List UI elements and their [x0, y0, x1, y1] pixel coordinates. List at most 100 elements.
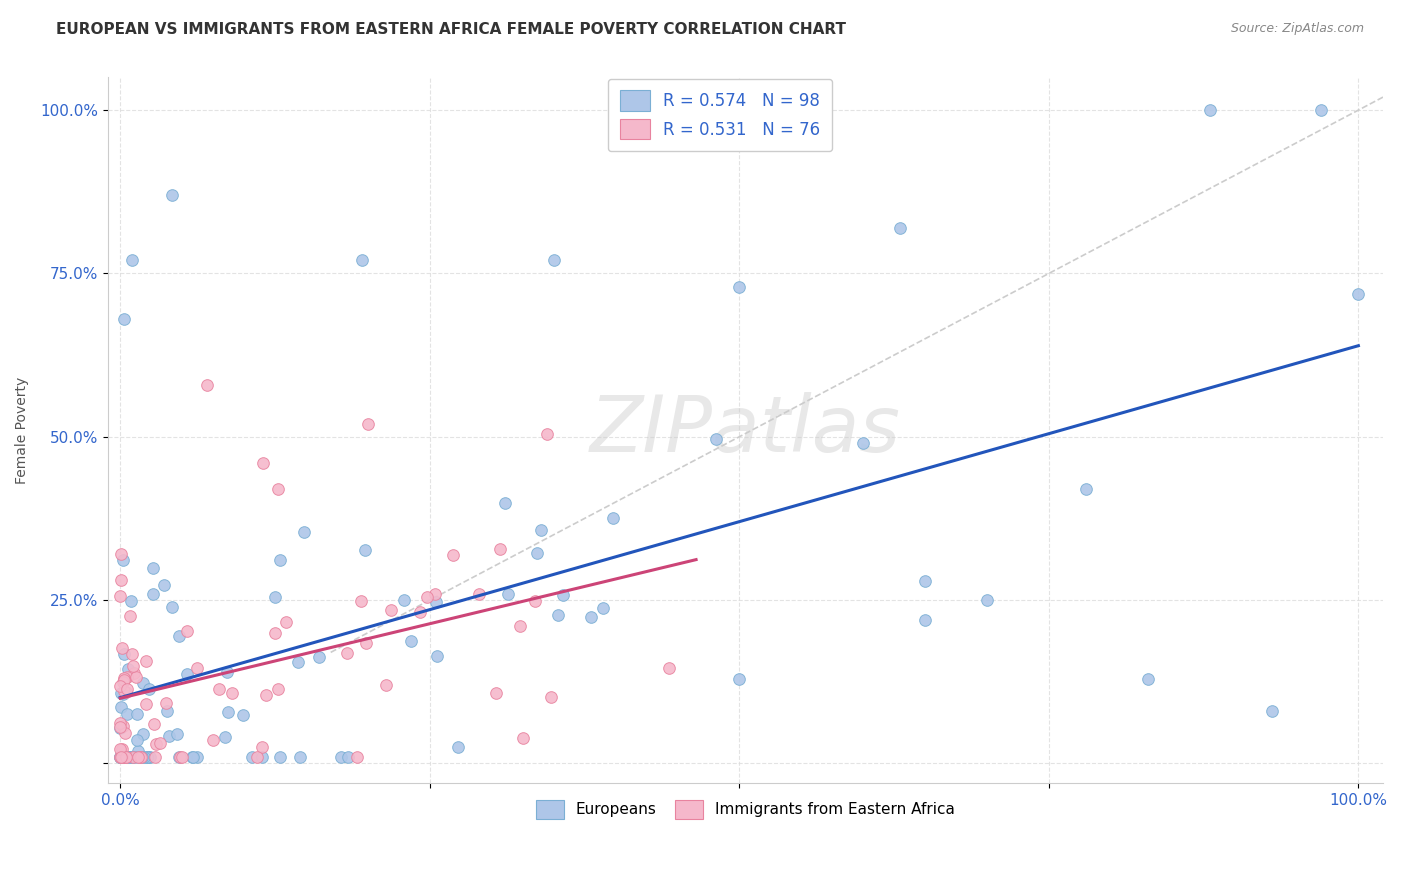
Point — [536, 426, 558, 441]
Point — [120, 750, 142, 764]
Point — [704, 432, 727, 446]
Point — [145, 737, 167, 751]
Point — [142, 561, 165, 575]
Point — [512, 731, 534, 745]
Point — [156, 704, 179, 718]
Point — [115, 682, 138, 697]
Legend: Europeans, Immigrants from Eastern Africa: Europeans, Immigrants from Eastern Afric… — [530, 794, 960, 825]
Point — [155, 696, 177, 710]
Point — [167, 628, 190, 642]
Point — [337, 750, 360, 764]
Point — [110, 750, 132, 764]
Point — [232, 708, 254, 723]
Point — [274, 615, 297, 629]
Point — [425, 595, 447, 609]
Point — [111, 750, 134, 764]
Point — [1310, 103, 1333, 117]
Point — [110, 750, 132, 764]
Point — [153, 578, 176, 592]
Point — [142, 587, 165, 601]
Point — [110, 547, 132, 561]
Point — [441, 548, 464, 562]
Point — [267, 681, 290, 696]
Point — [112, 312, 135, 326]
Point — [110, 721, 132, 735]
Point — [121, 253, 143, 268]
Point — [117, 750, 139, 764]
Point — [1347, 287, 1369, 301]
Point — [138, 750, 160, 764]
Point — [186, 661, 208, 675]
Point — [110, 750, 132, 764]
Point — [1260, 704, 1282, 718]
Point — [579, 610, 602, 624]
Y-axis label: Female Poverty: Female Poverty — [15, 376, 30, 483]
Point — [117, 670, 139, 684]
Point — [353, 543, 375, 558]
Point — [110, 589, 132, 603]
Point — [240, 750, 263, 764]
Point — [181, 750, 204, 764]
Point — [160, 600, 183, 615]
Point — [346, 750, 368, 764]
Point — [111, 750, 134, 764]
Point — [110, 750, 132, 764]
Point — [125, 749, 148, 764]
Point — [114, 750, 136, 764]
Point — [547, 608, 569, 623]
Point — [110, 750, 132, 764]
Point — [447, 740, 470, 755]
Point — [592, 600, 614, 615]
Point — [416, 590, 439, 604]
Point — [524, 593, 547, 607]
Point — [602, 511, 624, 525]
Point — [114, 726, 136, 740]
Point — [218, 705, 240, 719]
Point — [136, 750, 159, 764]
Point — [176, 624, 198, 638]
Point — [976, 593, 998, 607]
Point — [132, 676, 155, 690]
Point — [120, 594, 142, 608]
Point — [110, 742, 132, 756]
Point — [264, 626, 287, 640]
Point — [1198, 103, 1220, 117]
Point — [172, 750, 194, 764]
Point — [375, 678, 398, 692]
Text: Source: ZipAtlas.com: Source: ZipAtlas.com — [1230, 22, 1364, 36]
Point — [132, 727, 155, 741]
Point — [129, 750, 152, 764]
Point — [111, 719, 134, 733]
Point — [357, 417, 380, 431]
Point — [111, 750, 134, 764]
Point — [122, 666, 145, 681]
Point — [350, 594, 373, 608]
Point — [112, 553, 135, 567]
Point — [110, 750, 132, 764]
Point — [354, 636, 377, 650]
Point — [214, 731, 236, 745]
Point — [127, 750, 149, 764]
Point — [526, 546, 548, 560]
Point — [252, 456, 274, 470]
Point — [131, 750, 153, 764]
Point — [121, 750, 143, 764]
Point — [118, 608, 141, 623]
Point — [207, 681, 229, 696]
Point — [288, 750, 311, 764]
Point — [121, 658, 143, 673]
Point — [110, 715, 132, 730]
Point — [201, 732, 224, 747]
Point — [143, 750, 166, 764]
Point — [111, 750, 134, 764]
Point — [121, 750, 143, 764]
Point — [125, 733, 148, 747]
Point — [117, 662, 139, 676]
Point — [468, 587, 491, 601]
Point — [308, 650, 330, 665]
Point — [136, 750, 159, 764]
Point — [135, 697, 157, 711]
Point — [138, 682, 160, 697]
Point — [409, 605, 432, 619]
Point — [111, 742, 134, 756]
